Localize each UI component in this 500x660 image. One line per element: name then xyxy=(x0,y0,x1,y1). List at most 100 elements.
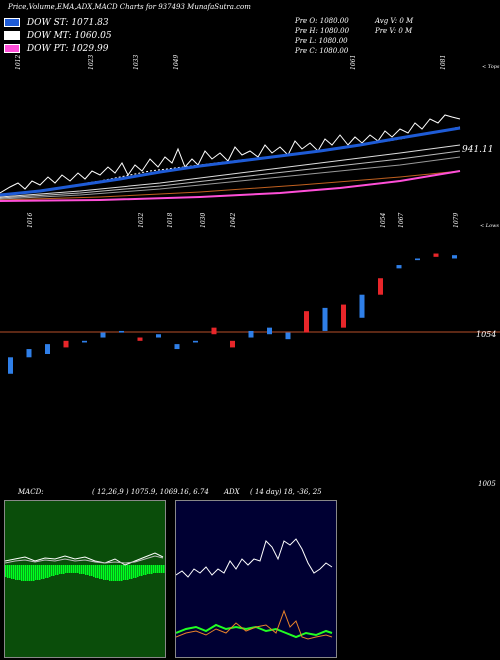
candle xyxy=(137,337,143,341)
macd-histogram-bar xyxy=(47,565,49,578)
low-label-1: 1016 xyxy=(27,213,34,228)
candle xyxy=(322,307,328,331)
macd-histogram-bar xyxy=(101,565,103,579)
macd-histogram-bar xyxy=(107,565,109,580)
macd-histogram-bar xyxy=(11,565,13,579)
info-high: Pre H: 1080.00 xyxy=(295,27,350,35)
top-label-2: 1023 xyxy=(88,55,95,70)
candle-panel: 1016 1032 1018 1030 1042 1054 1067 1079 … xyxy=(0,213,500,374)
legend-swatch-pt xyxy=(4,44,20,53)
legend-swatch-st xyxy=(4,18,20,27)
macd-histogram-bar xyxy=(113,565,115,581)
macd-histogram-bar xyxy=(67,565,69,573)
macd-histogram-bar xyxy=(81,565,83,574)
macd-histogram-bar xyxy=(71,565,73,573)
macd-histogram-bar xyxy=(15,565,17,580)
info-low: Pre L: 1080.00 xyxy=(295,37,348,45)
ema-axis-label: < Tops xyxy=(482,64,500,70)
macd-histogram-bar xyxy=(119,565,121,581)
macd-histogram-bar xyxy=(75,565,77,573)
macd-histogram-bar xyxy=(103,565,105,580)
adx-line-white xyxy=(176,538,333,578)
price-info-col2: Avg V: 0 M Pre V: 0 M xyxy=(375,16,413,36)
adx-label: ADX xyxy=(224,488,240,496)
macd-histogram-bar xyxy=(33,565,35,581)
indicator-right-label: 1005 xyxy=(478,480,496,488)
candle xyxy=(100,332,106,338)
candle xyxy=(341,304,346,328)
macd-label: MACD: xyxy=(18,488,44,496)
adx-values: ( 14 day) 18, -36, 25 xyxy=(250,488,322,496)
candle xyxy=(193,340,198,343)
macd-histogram-bar xyxy=(145,565,147,575)
candle xyxy=(82,340,87,343)
candle xyxy=(267,327,272,335)
info-prev-volume: Pre V: 0 M xyxy=(375,27,413,35)
candle xyxy=(304,311,309,333)
top-label-4: 1049 xyxy=(173,55,180,70)
macd-histogram-bar xyxy=(45,565,47,578)
macd-histogram-bar xyxy=(129,565,131,579)
low-label-4: 1030 xyxy=(200,213,207,228)
candle xyxy=(63,340,69,348)
macd-histogram-bar xyxy=(149,565,151,574)
candle xyxy=(156,334,161,338)
macd-histogram-bar xyxy=(99,565,101,579)
candle xyxy=(8,357,13,374)
macd-histogram-bar xyxy=(83,565,85,574)
macd-histogram-bar xyxy=(105,565,107,580)
price-info-col1: Pre O: 1080.00 Pre H: 1080.00 Pre L: 108… xyxy=(295,16,349,56)
candle-low-labels: 1016 1032 1018 1030 1042 1054 1067 1079 xyxy=(27,213,460,228)
ema-panel: 1012 1023 1033 1049 1061 1081 < Tops 941… xyxy=(0,55,500,202)
candles xyxy=(8,253,457,374)
candle xyxy=(248,330,254,338)
ema-st-line xyxy=(0,126,461,197)
top-label-5: 1061 xyxy=(350,55,357,70)
macd-histogram-bar xyxy=(137,565,139,577)
candle xyxy=(211,327,217,335)
macd-histogram-bar xyxy=(91,565,93,576)
candle xyxy=(230,340,235,348)
candle-right-value: 1054 xyxy=(476,330,496,339)
low-label-3: 1018 xyxy=(167,213,174,228)
macd-histogram-bar xyxy=(63,565,65,574)
legend-label-pt: DOW PT: 1029.99 xyxy=(26,44,109,54)
candle xyxy=(26,349,32,358)
macd-histogram-bar xyxy=(93,565,95,577)
candle xyxy=(415,258,420,261)
macd-histogram-bar xyxy=(7,565,9,578)
macd-histogram-bar xyxy=(49,565,51,577)
macd-histogram-bar xyxy=(65,565,67,573)
macd-histogram-bar xyxy=(135,565,137,578)
top-label-1: 1012 xyxy=(15,55,22,70)
macd-histogram-bar xyxy=(5,565,7,577)
macd-histogram-bar xyxy=(133,565,135,578)
macd-histogram-bar xyxy=(143,565,145,575)
macd-histogram-bar xyxy=(161,565,163,573)
macd-histogram-bar xyxy=(59,565,61,574)
candle xyxy=(359,294,365,318)
macd-histogram-bar xyxy=(109,565,111,581)
adx-minus-di xyxy=(176,609,333,640)
macd-histogram-bar xyxy=(23,565,25,581)
macd-histogram-bar xyxy=(89,565,91,576)
low-label-8: 1079 xyxy=(453,213,460,228)
macd-histogram-bar xyxy=(155,565,157,573)
candle-axis-label: < Lows xyxy=(480,223,499,229)
macd-histogram-bar xyxy=(141,565,143,576)
legend-label-mt: DOW MT: 1060.05 xyxy=(26,31,112,41)
macd-histogram-bar xyxy=(29,565,31,581)
macd-histogram-bar xyxy=(85,565,87,575)
macd-histogram-bar xyxy=(127,565,129,580)
legend-item-st: DOW ST: 1071.83 xyxy=(4,18,112,28)
info-open: Pre O: 1080.00 xyxy=(295,17,349,25)
ema-line-gray2 xyxy=(0,156,461,200)
macd-histogram-bar xyxy=(69,565,71,573)
macd-histogram-bar xyxy=(79,565,81,574)
low-label-7: 1067 xyxy=(398,213,405,228)
macd-histogram-bar xyxy=(35,565,37,580)
macd-line xyxy=(5,552,164,566)
macd-histogram-bar xyxy=(61,565,63,574)
macd-histogram-bar xyxy=(123,565,125,580)
ema-line-gray1 xyxy=(0,150,461,199)
